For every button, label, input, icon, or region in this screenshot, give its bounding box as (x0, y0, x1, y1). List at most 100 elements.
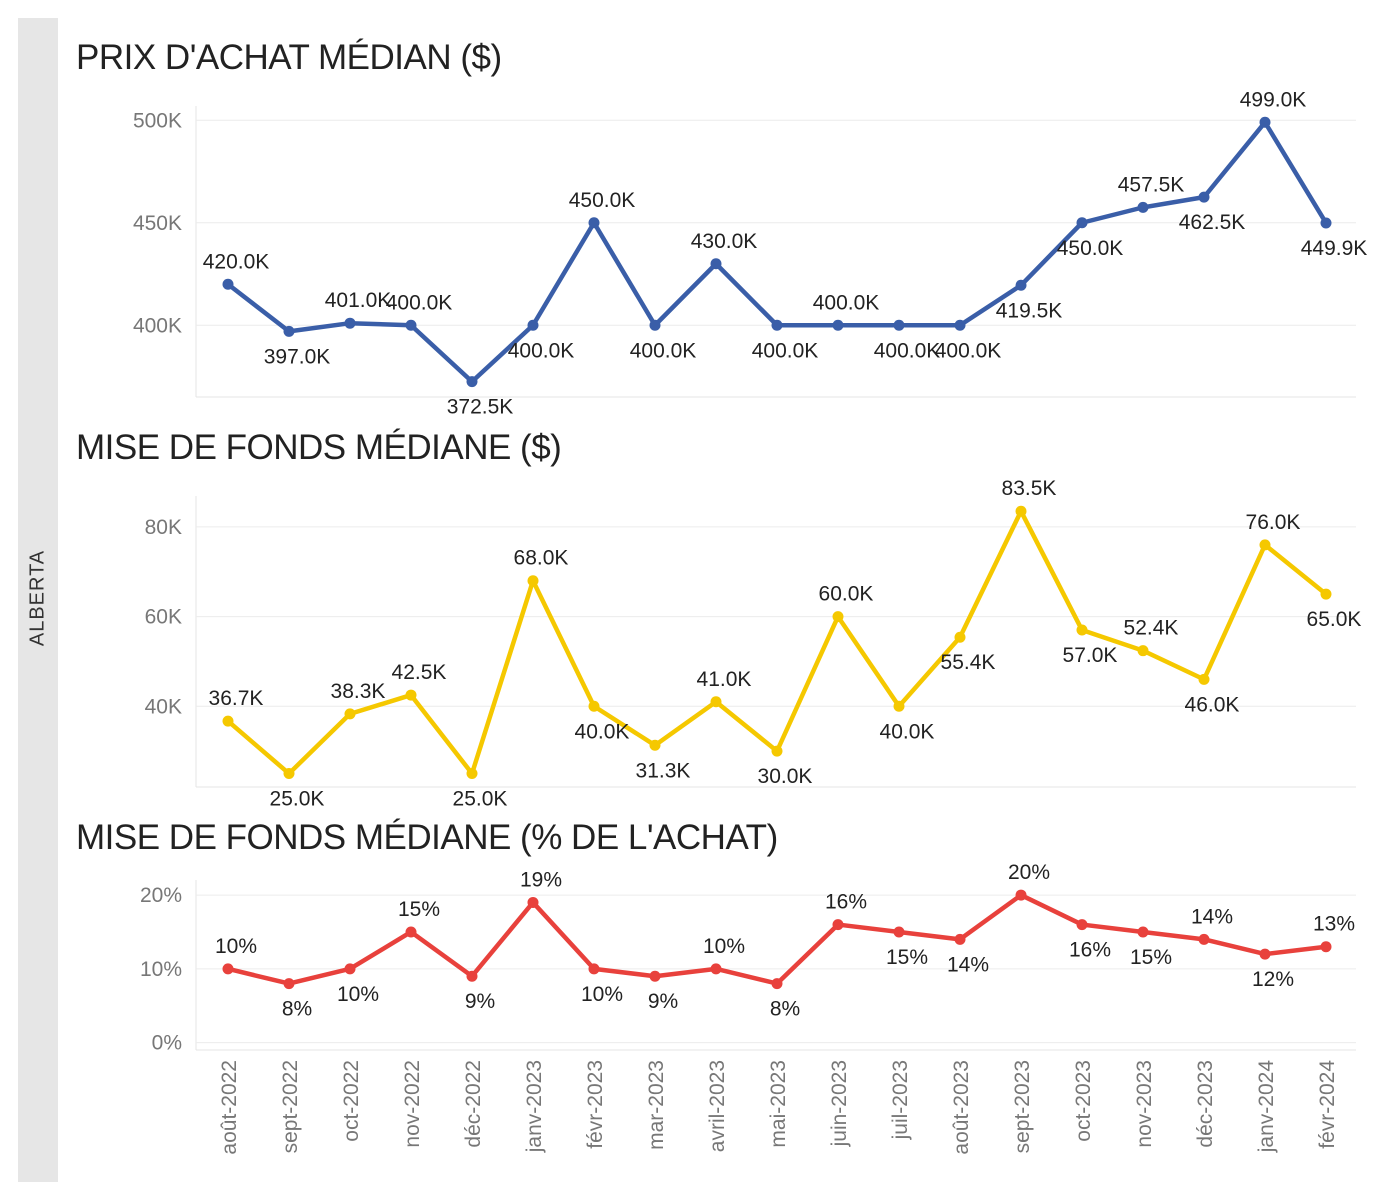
x-tick-label: juil-2023 (889, 1060, 912, 1140)
data-point[interactable] (649, 739, 661, 751)
data-point[interactable] (527, 575, 539, 587)
data-point[interactable] (710, 963, 722, 975)
data-label: 25.0K (270, 788, 325, 811)
data-point[interactable] (1259, 948, 1271, 960)
data-point[interactable] (771, 745, 783, 757)
data-point[interactable] (1259, 116, 1271, 128)
data-point[interactable] (283, 978, 295, 990)
data-point[interactable] (283, 768, 295, 780)
data-label: 401.0K (325, 289, 392, 312)
data-point[interactable] (1198, 673, 1210, 685)
data-label: 31.3K (636, 759, 691, 782)
data-point[interactable] (954, 933, 966, 945)
side-band (18, 18, 58, 1182)
data-label: 420.0K (203, 250, 270, 273)
y-tick-label: 10% (140, 958, 182, 981)
x-tick-label: oct-2023 (1072, 1060, 1095, 1142)
x-tick-label: août-2022 (218, 1060, 241, 1155)
data-point[interactable] (1076, 624, 1088, 636)
data-point[interactable] (1320, 588, 1332, 600)
data-point[interactable] (466, 376, 478, 388)
data-point[interactable] (1076, 217, 1088, 229)
data-point[interactable] (405, 689, 417, 701)
x-tick-label: févr-2023 (584, 1060, 607, 1149)
data-point[interactable] (527, 896, 539, 908)
x-tick-label: janv-2024 (1255, 1060, 1278, 1154)
x-tick-label: nov-2022 (401, 1060, 424, 1148)
data-label: 8% (770, 998, 800, 1021)
data-label: 76.0K (1246, 511, 1301, 534)
data-point[interactable] (893, 319, 905, 331)
data-point[interactable] (405, 926, 417, 938)
data-point[interactable] (405, 319, 417, 331)
data-point[interactable] (771, 319, 783, 331)
data-label: 10% (337, 983, 379, 1006)
data-label: 400.0K (630, 339, 697, 362)
x-tick-label: févr-2024 (1316, 1060, 1339, 1149)
x-tick-label: juin-2023 (828, 1060, 851, 1147)
data-label: 14% (947, 953, 989, 976)
data-point[interactable] (1015, 279, 1027, 291)
data-label: 41.0K (697, 668, 752, 691)
data-point[interactable] (527, 319, 539, 331)
data-point[interactable] (344, 317, 356, 329)
data-point[interactable] (1015, 505, 1027, 517)
x-tick-label: déc-2022 (462, 1060, 485, 1148)
data-point[interactable] (954, 319, 966, 331)
data-label: 57.0K (1063, 644, 1118, 667)
data-label: 46.0K (1185, 693, 1240, 716)
data-point[interactable] (832, 919, 844, 931)
data-point[interactable] (466, 970, 478, 982)
data-point[interactable] (710, 696, 722, 708)
data-point[interactable] (222, 963, 234, 975)
data-label: 16% (825, 891, 867, 914)
data-label: 68.0K (514, 547, 569, 570)
data-point[interactable] (893, 926, 905, 938)
data-point[interactable] (832, 319, 844, 331)
data-point[interactable] (710, 258, 722, 270)
chart-title-downpayment: MISE DE FONDS MÉDIANE ($) (76, 428, 562, 467)
data-point[interactable] (771, 978, 783, 990)
data-point[interactable] (588, 217, 600, 229)
data-label: 65.0K (1307, 608, 1362, 631)
data-point[interactable] (1198, 191, 1210, 203)
data-point[interactable] (649, 319, 661, 331)
data-label: 372.5K (447, 396, 514, 419)
data-point[interactable] (1137, 926, 1149, 938)
data-point[interactable] (1076, 919, 1088, 931)
data-point[interactable] (588, 963, 600, 975)
data-point[interactable] (344, 963, 356, 975)
y-tick-label: 20% (140, 884, 182, 907)
data-point[interactable] (1015, 889, 1027, 901)
data-point[interactable] (222, 715, 234, 727)
x-tick-label: déc-2023 (1194, 1060, 1217, 1148)
data-point[interactable] (344, 708, 356, 720)
data-point[interactable] (954, 631, 966, 643)
data-point[interactable] (893, 700, 905, 712)
data-point[interactable] (1259, 539, 1271, 551)
data-label: 20% (1008, 861, 1050, 884)
data-point[interactable] (222, 278, 234, 290)
data-label: 450.0K (1057, 237, 1124, 260)
data-label: 10% (215, 935, 257, 958)
data-label: 430.0K (691, 230, 758, 253)
data-point[interactable] (1137, 645, 1149, 657)
data-label: 400.0K (386, 291, 453, 314)
data-point[interactable] (1320, 217, 1332, 229)
data-point[interactable] (1320, 941, 1332, 953)
data-point[interactable] (1137, 201, 1149, 213)
data-label: 55.4K (941, 651, 996, 674)
data-point[interactable] (649, 970, 661, 982)
data-point[interactable] (283, 325, 295, 337)
data-label: 8% (282, 998, 312, 1021)
data-label: 10% (703, 935, 745, 958)
data-label: 419.5K (996, 299, 1063, 322)
data-label: 30.0K (758, 765, 813, 788)
data-point[interactable] (832, 611, 844, 623)
data-point[interactable] (1198, 933, 1210, 945)
x-tick-label: sept-2022 (279, 1060, 302, 1153)
data-point[interactable] (466, 768, 478, 780)
data-point[interactable] (588, 700, 600, 712)
data-label: 10% (581, 983, 623, 1006)
